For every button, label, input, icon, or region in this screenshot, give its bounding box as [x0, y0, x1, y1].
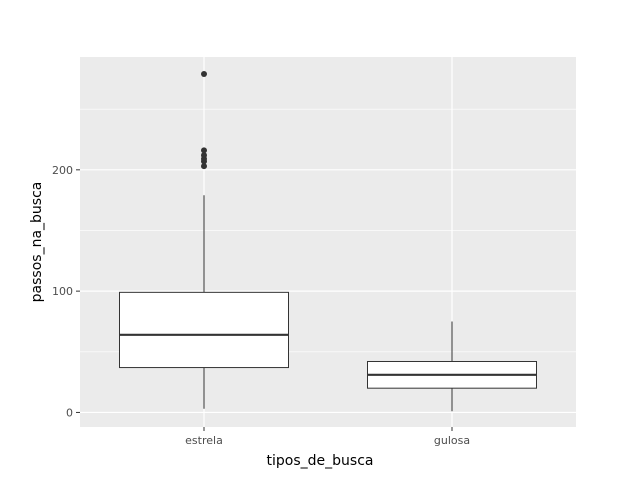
- y-axis: 0 100 200: [52, 164, 80, 419]
- x-tick-label: estrela: [185, 434, 223, 447]
- outlier-point: [201, 163, 207, 170]
- y-tick-label: 200: [52, 164, 73, 177]
- box-estrela: [119, 70, 289, 409]
- x-axis: estrela gulosa: [185, 427, 470, 447]
- outlier-point: [201, 152, 207, 159]
- box-gulosa: [367, 321, 537, 412]
- boxes: [119, 70, 537, 412]
- x-axis-title: tipos_de_busca: [267, 453, 374, 469]
- box-rect: [119, 291, 289, 369]
- y-tick-label: 0: [66, 406, 73, 419]
- x-tick-label: gulosa: [434, 434, 470, 447]
- y-axis-title: passos_na_busca: [29, 182, 45, 303]
- outlier-point: [201, 70, 207, 77]
- y-tick-label: 100: [52, 285, 73, 298]
- outlier-point: [201, 147, 207, 154]
